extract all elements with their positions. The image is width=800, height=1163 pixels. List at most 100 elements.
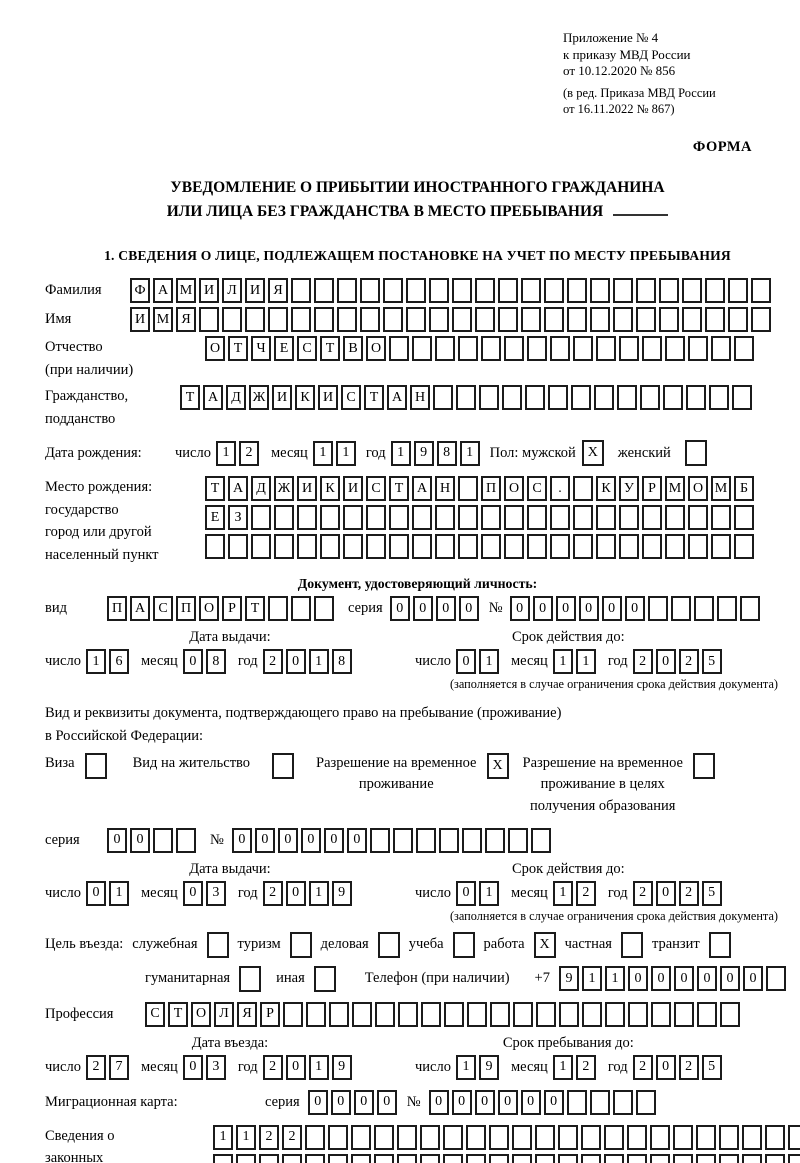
char-cell[interactable] (596, 534, 616, 560)
char-cell[interactable]: Л (214, 1001, 234, 1027)
char-cell[interactable] (360, 307, 380, 333)
char-cell[interactable] (670, 596, 691, 622)
char-cell[interactable]: 0 (451, 1089, 472, 1115)
char-cell[interactable] (711, 336, 731, 362)
char-cell[interactable] (732, 385, 752, 411)
char-cell[interactable] (651, 1001, 671, 1027)
char-cell[interactable] (176, 827, 196, 853)
char-cell[interactable] (228, 534, 248, 560)
char-cell[interactable]: 0 (458, 596, 479, 622)
char-cell[interactable] (420, 1124, 440, 1150)
char-cell[interactable] (628, 1001, 648, 1027)
char-cell[interactable] (443, 1124, 463, 1150)
char-cell[interactable] (590, 307, 610, 333)
char-cell[interactable] (696, 1153, 716, 1163)
char-cell[interactable] (642, 336, 662, 362)
char-cell[interactable] (544, 278, 564, 304)
char-cell[interactable]: . (550, 476, 570, 502)
char-cell[interactable]: 0 (655, 649, 676, 675)
char-cell[interactable] (314, 307, 334, 333)
char-cell[interactable]: Р (260, 1001, 280, 1027)
char-cell[interactable] (421, 1001, 441, 1027)
char-cell[interactable]: 0 (655, 1054, 676, 1080)
char-cell[interactable] (734, 534, 754, 560)
char-cell[interactable] (489, 1153, 509, 1163)
char-cell[interactable]: 0 (353, 1089, 374, 1115)
char-cell[interactable] (558, 1153, 578, 1163)
char-cell[interactable] (673, 1124, 693, 1150)
char-cell[interactable]: 2 (678, 1054, 699, 1080)
char-cell[interactable] (728, 278, 748, 304)
char-cell[interactable] (619, 336, 639, 362)
char-cell[interactable]: Т (228, 336, 248, 362)
char-cell[interactable]: Д (251, 476, 271, 502)
char-cell[interactable] (605, 1001, 625, 1027)
char-cell[interactable]: 0 (330, 1089, 351, 1115)
char-cell[interactable] (627, 1124, 647, 1150)
char-cell[interactable]: А (203, 385, 223, 411)
char-cell[interactable] (389, 505, 409, 531)
char-cell[interactable]: Н (410, 385, 430, 411)
char-cell[interactable] (535, 1124, 555, 1150)
char-cell[interactable] (739, 596, 760, 622)
char-cell[interactable] (751, 278, 771, 304)
char-cell[interactable]: Т (205, 476, 225, 502)
char-cell[interactable] (398, 1001, 418, 1027)
char-cell[interactable] (481, 336, 501, 362)
char-cell[interactable]: 0 (578, 596, 599, 622)
purpose-tourism-checkbox[interactable] (289, 931, 312, 958)
char-cell[interactable] (305, 1124, 325, 1150)
char-cell[interactable]: 2 (575, 1054, 596, 1080)
char-cell[interactable]: 0 (300, 827, 321, 853)
char-cell[interactable] (659, 307, 679, 333)
char-cell[interactable]: Ф (130, 278, 150, 304)
char-cell[interactable] (688, 505, 708, 531)
char-cell[interactable]: 2 (262, 649, 283, 675)
char-cell[interactable] (328, 1153, 348, 1163)
char-cell[interactable]: К (320, 476, 340, 502)
char-cell[interactable]: 0 (696, 966, 717, 992)
char-cell[interactable] (647, 596, 668, 622)
char-cell[interactable]: 9 (413, 440, 434, 466)
char-cell[interactable] (435, 336, 455, 362)
char-cell[interactable] (337, 307, 357, 333)
char-cell[interactable] (530, 827, 551, 853)
char-cell[interactable]: 0 (655, 880, 676, 906)
purpose-other-checkbox[interactable] (313, 965, 336, 992)
char-cell[interactable] (479, 385, 499, 411)
char-cell[interactable]: 1 (335, 440, 356, 466)
char-cell[interactable]: А (228, 476, 248, 502)
char-cell[interactable]: Ж (249, 385, 269, 411)
char-cell[interactable]: 2 (678, 649, 699, 675)
visa-checkbox[interactable] (84, 752, 107, 779)
char-cell[interactable] (466, 1153, 486, 1163)
char-cell[interactable] (673, 1153, 693, 1163)
char-cell[interactable]: И (318, 385, 338, 411)
char-cell[interactable] (369, 827, 390, 853)
char-cell[interactable]: А (130, 596, 150, 622)
char-cell[interactable]: Б (734, 476, 754, 502)
char-cell[interactable] (452, 307, 472, 333)
char-cell[interactable]: И (130, 307, 150, 333)
char-cell[interactable]: Е (274, 336, 294, 362)
char-cell[interactable] (205, 534, 225, 560)
char-cell[interactable]: 0 (412, 596, 433, 622)
char-cell[interactable] (458, 476, 478, 502)
char-cell[interactable] (320, 534, 340, 560)
char-cell[interactable]: Е (205, 505, 225, 531)
char-cell[interactable] (429, 278, 449, 304)
char-cell[interactable]: 0 (601, 596, 622, 622)
char-cell[interactable] (742, 1124, 762, 1150)
char-cell[interactable]: С (153, 596, 173, 622)
char-cell[interactable]: К (295, 385, 315, 411)
char-cell[interactable]: 2 (262, 880, 283, 906)
char-cell[interactable]: Т (245, 596, 265, 622)
char-cell[interactable] (433, 385, 453, 411)
char-cell[interactable]: 2 (238, 440, 259, 466)
char-cell[interactable] (617, 385, 637, 411)
char-cell[interactable]: Т (389, 476, 409, 502)
char-cell[interactable] (751, 307, 771, 333)
char-cell[interactable] (504, 534, 524, 560)
char-cell[interactable]: 6 (108, 649, 129, 675)
char-cell[interactable] (650, 1153, 670, 1163)
